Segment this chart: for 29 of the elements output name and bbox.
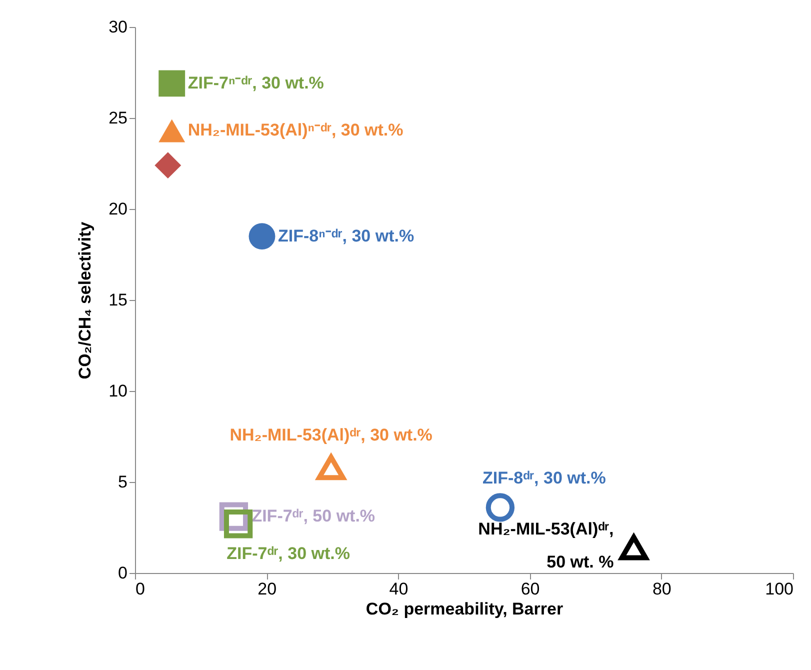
y-tick-label: 10: [108, 382, 128, 400]
x-tick-label: 80: [652, 580, 672, 598]
series-label: NH₂-MIL-53(Al)ⁿ⁻ᵈʳ, 30 wt.%: [188, 120, 404, 140]
point: [158, 70, 186, 97]
x-tick-label: 40: [389, 580, 408, 598]
y-tick-label: 5: [118, 472, 128, 492]
series-label: NH₂-MIL-53(Al)ᵈʳ, 50 wt. %: [478, 520, 614, 572]
series-label: ZIF-8ᵈʳ, 30 wt.%: [482, 468, 606, 488]
point: [224, 510, 253, 538]
y-tick-label: 30: [108, 18, 128, 36]
point: [486, 493, 515, 522]
y-axis-title: CO₂/CH₄ selectivity: [76, 221, 95, 380]
y-tick-label: 20: [108, 200, 128, 218]
series-label: ZIF-8ⁿ⁻ᵈʳ, 30 wt.%: [278, 226, 414, 246]
x-tick-label: 60: [520, 580, 540, 598]
series-label: ZIF-7ⁿ⁻ᵈʳ, 30 wt.%: [188, 73, 324, 92]
x-tick-label: 20: [258, 580, 277, 598]
x-axis-title: CO₂ permeability, Barrer: [366, 600, 564, 618]
point: [154, 152, 182, 179]
series-label: ZIF-7ᵈʳ, 50 wt.%: [252, 506, 376, 526]
point: [248, 223, 276, 250]
series-label: ZIF-7ᵈʳ, 30 wt.%: [226, 544, 350, 563]
y-tick-label: 15: [108, 290, 128, 310]
x-tick-label: 0: [136, 580, 145, 598]
y-tick-label: 25: [108, 108, 128, 128]
y-tick-label: 0: [118, 564, 128, 582]
series-label: NH₂-MIL-53(Al)ᵈʳ, 30 wt.%: [230, 425, 432, 444]
x-tick-label: 100: [765, 580, 794, 598]
point: [158, 119, 186, 142]
